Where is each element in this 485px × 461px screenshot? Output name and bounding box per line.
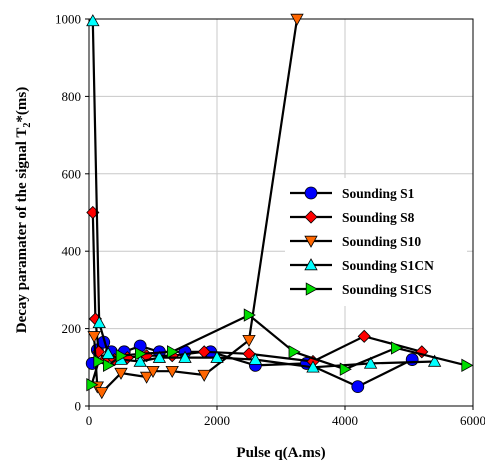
legend-label: Sounding S1 — [342, 186, 415, 201]
x-tick-label: 0 — [86, 413, 93, 428]
data-point — [101, 346, 115, 359]
legend-marker — [305, 282, 318, 296]
data-point — [115, 349, 128, 363]
x-axis-label: Pulse q(A.ms) — [236, 445, 325, 461]
ticks: 0 2000 4000 6000 0 200 400 600 800 1000 — [55, 12, 485, 429]
legend-item: Sounding S8 — [290, 210, 415, 225]
data-point — [288, 345, 301, 359]
data-point — [248, 352, 263, 365]
data-point — [114, 367, 128, 380]
data-point — [95, 387, 109, 400]
x-tick-label: 6000 — [460, 413, 485, 428]
data-point — [139, 371, 154, 384]
y-tick-label: 800 — [62, 89, 82, 104]
data-point — [290, 13, 304, 26]
data-point — [178, 350, 192, 363]
y-tick-label: 1000 — [55, 12, 81, 27]
y-axis-label-sub: 2 — [22, 123, 33, 128]
legend-marker — [304, 258, 318, 271]
series-4 — [86, 14, 442, 373]
legend-label: Sounding S10 — [342, 234, 421, 249]
y-tick-label: 600 — [62, 166, 82, 181]
data-point — [242, 335, 256, 348]
series-line — [93, 18, 299, 394]
data-point — [210, 350, 224, 363]
data-point — [306, 360, 320, 373]
data-point — [461, 358, 474, 373]
data-point — [339, 362, 352, 376]
legend-marker — [304, 186, 318, 200]
legend-marker — [304, 210, 318, 224]
data-point — [92, 315, 106, 328]
y-axis-label-tail: *(ms) — [14, 87, 30, 123]
x-tick-label: 4000 — [332, 413, 358, 428]
data-point — [134, 347, 148, 361]
y-tick-label: 400 — [62, 244, 82, 259]
y-axis-label-main: Decay paramater of the signal T — [14, 128, 30, 334]
series-layer — [85, 13, 474, 400]
data-point — [133, 354, 147, 367]
data-point — [363, 356, 378, 369]
grid — [89, 19, 473, 406]
legend-item: Sounding S10 — [290, 234, 421, 249]
data-point — [146, 365, 160, 378]
data-point — [351, 380, 365, 394]
legend-item: Sounding S1CS — [290, 282, 432, 297]
data-point — [357, 329, 371, 343]
legend-marker — [304, 235, 318, 248]
legend-item: Sounding S1 — [290, 186, 415, 201]
series-line — [91, 20, 435, 369]
data-point — [165, 365, 179, 378]
data-point — [197, 369, 211, 382]
x-tick-label: 2000 — [204, 413, 230, 428]
data-point — [103, 358, 116, 373]
legend-label: Sounding S8 — [342, 210, 415, 225]
y-tick-label: 0 — [75, 399, 82, 414]
data-point — [166, 345, 180, 359]
data-point — [87, 331, 101, 344]
y-axis-label: Decay paramater of the signal T2*(ms) — [14, 87, 33, 334]
legend-item: Sounding S1CN — [290, 258, 434, 273]
data-point — [86, 14, 100, 27]
y-tick-label: 200 — [62, 321, 82, 336]
data-point — [405, 353, 419, 366]
legend-label: Sounding S1CN — [342, 258, 434, 273]
data-point — [93, 354, 106, 369]
data-point — [152, 350, 167, 363]
data-point — [243, 308, 256, 322]
data-point — [390, 341, 404, 355]
legend: Sounding S1 Sounding S8 Sounding S10 Soundi… — [285, 178, 467, 306]
data-point — [427, 354, 442, 367]
legend-label: Sounding S1CS — [342, 282, 432, 297]
data-point — [86, 378, 99, 392]
series-5 — [86, 308, 474, 392]
